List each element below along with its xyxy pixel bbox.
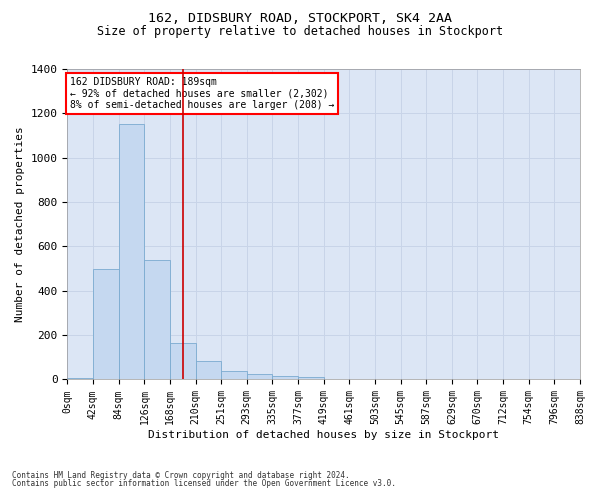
Bar (247, 374, 272, 380)
X-axis label: Distribution of detached houses by size in Stockport: Distribution of detached houses by size … (148, 430, 499, 440)
Text: 162, DIDSBURY ROAD, STOCKPORT, SK4 2AA: 162, DIDSBURY ROAD, STOCKPORT, SK4 2AA (148, 12, 452, 26)
Bar (119, 124, 145, 380)
Bar (272, 376, 298, 380)
Text: Size of property relative to detached houses in Stockport: Size of property relative to detached ho… (97, 25, 503, 38)
Text: Contains HM Land Registry data © Crown copyright and database right 2024.: Contains HM Land Registry data © Crown c… (12, 470, 350, 480)
Text: Contains public sector information licensed under the Open Government Licence v3: Contains public sector information licen… (12, 479, 396, 488)
Bar (93, 268, 119, 380)
Bar (67, 378, 93, 380)
Bar (196, 360, 221, 380)
Bar (221, 370, 247, 380)
Y-axis label: Number of detached properties: Number of detached properties (15, 126, 25, 322)
Text: 162 DIDSBURY ROAD: 189sqm
← 92% of detached houses are smaller (2,302)
8% of sem: 162 DIDSBURY ROAD: 189sqm ← 92% of detac… (70, 77, 334, 110)
Bar (298, 378, 323, 380)
Bar (145, 260, 170, 380)
Bar (170, 343, 196, 380)
